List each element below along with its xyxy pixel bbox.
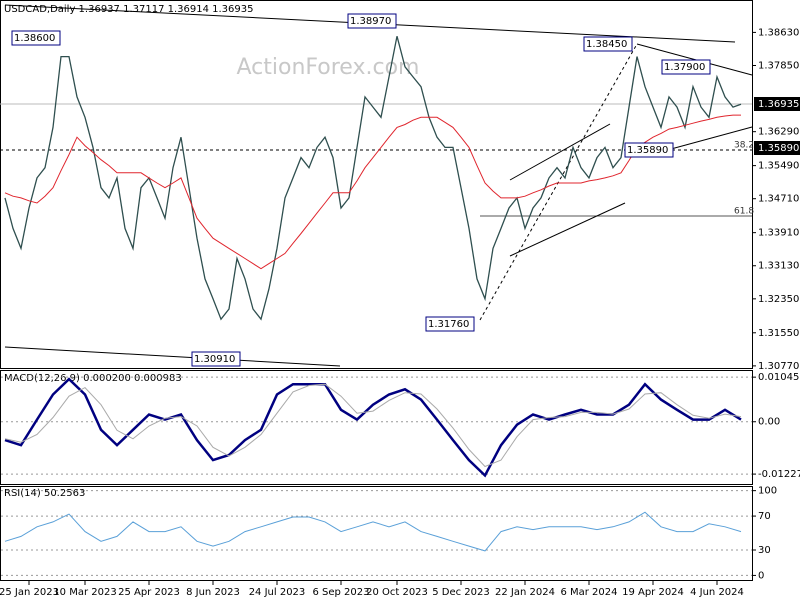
macd-title: MACD(12,26,9) 0.000200 0.000983 (4, 373, 182, 384)
series-line (4, 377, 742, 478)
y-tick-label: 1.31550 (758, 328, 799, 339)
annotation-box (191, 351, 241, 367)
series-line (4, 511, 742, 552)
triangle-line (659, 126, 753, 153)
x-tick-label: 20 Oct 2023 (366, 587, 428, 598)
x-tick-label: 6 Mar 2024 (560, 587, 617, 598)
series-line (4, 383, 742, 468)
channel-line (509, 123, 611, 181)
y-tick-label: 100 (758, 486, 777, 497)
y-tick-label: -0.012276 (758, 469, 800, 480)
price-label-box (754, 141, 800, 155)
annotation-box (425, 316, 475, 332)
channel-line (509, 202, 626, 257)
x-tick-label: 24 Jul 2023 (249, 587, 306, 598)
price-label-box (754, 97, 800, 111)
y-tick-label: 30 (758, 545, 771, 556)
annotation: 1.38600 (14, 33, 55, 44)
y-tick-label: 0 (758, 570, 764, 581)
x-tick-label: 4 Jun 2024 (690, 587, 744, 598)
x-tick-label: 8 Jun 2023 (186, 587, 240, 598)
x-tick-label: 22 Jan 2024 (495, 587, 555, 598)
annotation: 61.8 (734, 207, 754, 217)
y-tick-label: 1.36290 (758, 127, 799, 138)
y-tick-label: 70 (758, 511, 771, 522)
y-tick-label: 1.32350 (758, 294, 799, 305)
x-tick-label: 19 Apr 2024 (622, 587, 684, 598)
price-label: 1.35890 (758, 143, 799, 154)
series-line (4, 36, 742, 321)
y-tick-label: 1.33910 (758, 228, 799, 239)
annotation-box (624, 142, 674, 158)
x-tick-label: 10 Mar 2023 (53, 587, 116, 598)
annotation: 38.2 (734, 141, 754, 151)
annotation-box (11, 30, 61, 46)
price-panel (0, 0, 753, 369)
annotation: 1.38450 (586, 39, 627, 50)
x-tick-label: 25 Apr 2023 (118, 587, 180, 598)
series-line (4, 114, 741, 270)
annotation-box (583, 36, 633, 52)
fib-line (479, 43, 638, 321)
annotation-box (661, 59, 711, 75)
price-label: 1.36935 (758, 99, 799, 110)
annotation: 1.35890 (627, 145, 668, 156)
y-tick-label: 1.35490 (758, 161, 799, 172)
y-tick-label: 1.37850 (758, 60, 799, 71)
y-tick-label: 1.33130 (758, 261, 799, 272)
y-tick-label: 0.010457 (758, 372, 800, 383)
annotation: 1.37900 (664, 62, 705, 73)
annotation-box (347, 13, 397, 29)
y-tick-label: 1.38630 (758, 27, 799, 38)
annotation: 1.31760 (428, 319, 469, 330)
trend-line (4, 346, 341, 367)
rsi-panel (0, 486, 753, 581)
annotation: 1.38970 (350, 16, 391, 27)
x-tick-label: 25 Jan 2023 (0, 587, 59, 598)
y-tick-label: 1.34710 (758, 194, 799, 205)
annotation: 1.30910 (194, 354, 235, 365)
rsi-title: RSI(14) 50.2563 (4, 488, 85, 499)
y-tick-label: 1.30770 (758, 361, 799, 372)
x-tick-label: 6 Sep 2023 (312, 587, 369, 598)
chart-title: USDCAD,Daily 1.36937 1.37117 1.36914 1.3… (4, 4, 254, 15)
macd-panel (0, 370, 753, 485)
x-tick-label: 5 Dec 2023 (432, 587, 490, 598)
y-tick-label: 0.00 (758, 417, 780, 428)
